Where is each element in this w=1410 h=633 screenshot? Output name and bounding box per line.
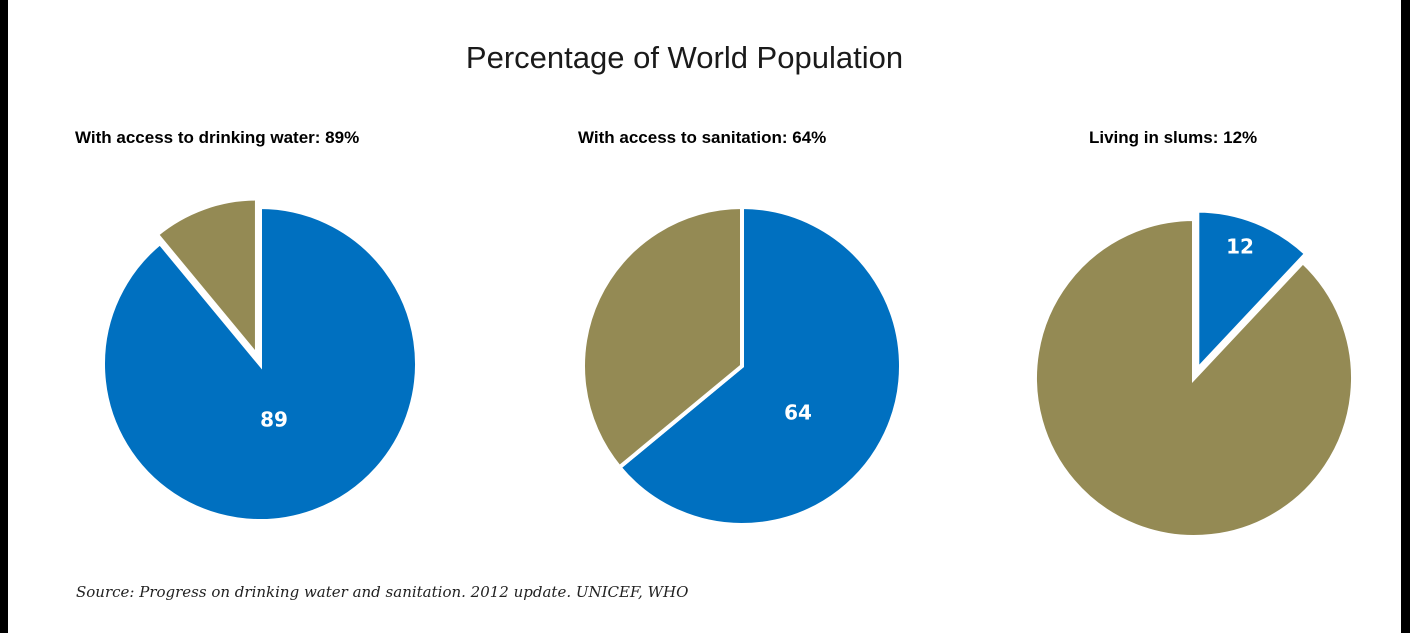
pie-drinking-water: 89 bbox=[101, 196, 419, 523]
pie-slice-drinking-water-1 bbox=[154, 196, 259, 362]
page-title: Percentage of World Population bbox=[465, 40, 904, 75]
pie-title-drinking-water: With access to drinking water: 89% bbox=[75, 128, 360, 147]
pie-slice-sanitation-0 bbox=[616, 204, 903, 527]
pie-title-sanitation: With access to sanitation: 64% bbox=[578, 128, 827, 147]
pie-data-label-drinking-water: 89 bbox=[260, 408, 288, 432]
pie-title-slums: Living in slums: 12% bbox=[1089, 128, 1258, 147]
pie-data-label-slums: 12 bbox=[1226, 235, 1254, 259]
pie-slice-sanitation-1 bbox=[581, 204, 744, 471]
pie-data-label-sanitation: 64 bbox=[784, 401, 812, 425]
pie-sanitation: 64 bbox=[581, 204, 903, 527]
pie-slice-drinking-water-0 bbox=[101, 204, 419, 523]
pie-slice-slums-0 bbox=[1195, 208, 1309, 375]
pie-slums: 12 bbox=[1033, 208, 1355, 539]
source-note: Source: Progress on drinking water and s… bbox=[76, 583, 689, 601]
pie-charts: 89 64 12 bbox=[101, 196, 1355, 539]
chart-canvas: Percentage of World Population With acce… bbox=[8, 0, 1401, 633]
pie-slice-slums-1 bbox=[1033, 216, 1355, 539]
